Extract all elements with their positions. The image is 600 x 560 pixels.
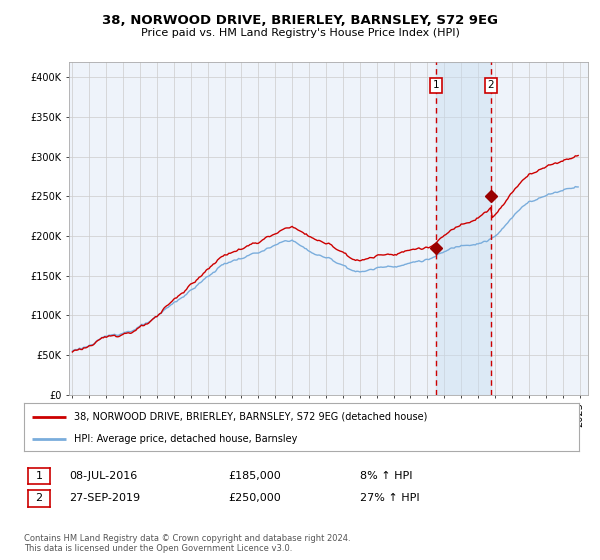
Text: 8% ↑ HPI: 8% ↑ HPI <box>360 471 413 481</box>
Text: 27-SEP-2019: 27-SEP-2019 <box>69 493 140 503</box>
Text: £250,000: £250,000 <box>228 493 281 503</box>
Text: 08-JUL-2016: 08-JUL-2016 <box>69 471 137 481</box>
Text: 38, NORWOOD DRIVE, BRIERLEY, BARNSLEY, S72 9EG (detached house): 38, NORWOOD DRIVE, BRIERLEY, BARNSLEY, S… <box>74 412 427 422</box>
Text: 2: 2 <box>487 81 494 90</box>
Text: Contains HM Land Registry data © Crown copyright and database right 2024.
This d: Contains HM Land Registry data © Crown c… <box>24 534 350 553</box>
Text: Price paid vs. HM Land Registry's House Price Index (HPI): Price paid vs. HM Land Registry's House … <box>140 28 460 38</box>
Text: 27% ↑ HPI: 27% ↑ HPI <box>360 493 419 503</box>
Text: 2: 2 <box>35 493 43 503</box>
Text: £185,000: £185,000 <box>228 471 281 481</box>
Text: 1: 1 <box>35 471 43 481</box>
Text: HPI: Average price, detached house, Barnsley: HPI: Average price, detached house, Barn… <box>74 434 298 444</box>
Bar <box>436 62 491 395</box>
Text: 1: 1 <box>433 81 440 90</box>
Text: 38, NORWOOD DRIVE, BRIERLEY, BARNSLEY, S72 9EG: 38, NORWOOD DRIVE, BRIERLEY, BARNSLEY, S… <box>102 14 498 27</box>
